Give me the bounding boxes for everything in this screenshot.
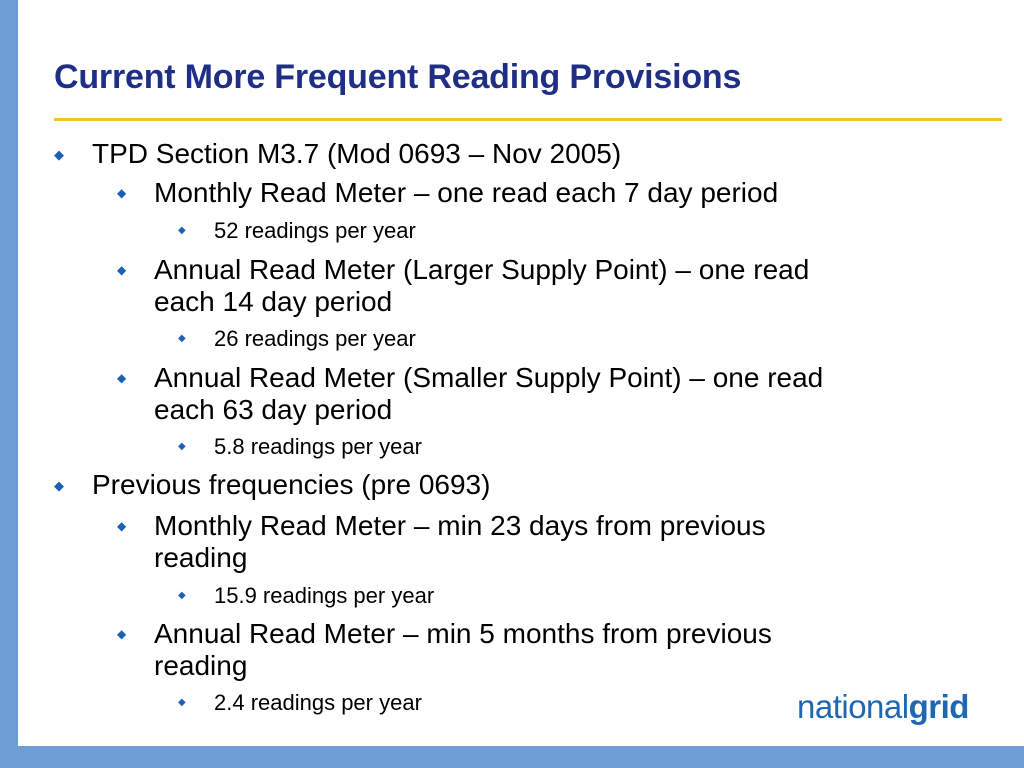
diamond-bullet-icon: ◆ (178, 225, 186, 236)
diamond-bullet-icon: ◆ (54, 147, 64, 162)
list-item: ◆ Previous frequencies (pre 0693) (54, 469, 491, 501)
list-item-text: Monthly Read Meter – one read each 7 day… (154, 177, 779, 208)
bullet-list: ◆ TPD Section M3.7 (Mod 0693 – Nov 2005)… (54, 138, 824, 716)
diamond-bullet-icon: ◆ (117, 627, 127, 641)
diamond-bullet-icon: ◆ (54, 478, 64, 493)
list-item: ◆ 5.8 readings per year (178, 434, 422, 460)
list-item-text: 2.4 readings per year (214, 690, 422, 715)
list-item: ◆ Annual Read Meter – min 5 months from … (117, 618, 772, 682)
list-item: ◆ TPD Section M3.7 (Mod 0693 – Nov 2005) (54, 138, 622, 170)
list-item: ◆ 26 readings per year (178, 326, 416, 352)
list-item-text: 15.9 readings per year (214, 583, 435, 608)
title-divider (54, 118, 1002, 121)
diamond-bullet-icon: ◆ (117, 263, 127, 277)
list-item-text: Previous frequencies (pre 0693) (92, 469, 491, 500)
diamond-bullet-icon: ◆ (117, 371, 127, 385)
list-item: ◆ Annual Read Meter (Larger Supply Point… (117, 254, 810, 318)
list-item: ◆ Annual Read Meter (Smaller Supply Poin… (117, 362, 824, 426)
list-item-text: Annual Read Meter (Smaller Supply Point)… (154, 362, 824, 393)
list-item-text: 26 readings per year (214, 326, 416, 351)
left-frame-bar (0, 0, 18, 768)
diamond-bullet-icon: ◆ (117, 519, 127, 533)
logo-text-national: national (797, 688, 909, 725)
list-item: ◆ Monthly Read Meter – one read each 7 d… (117, 177, 779, 209)
bottom-frame-bar (0, 746, 1024, 768)
list-item: ◆ 2.4 readings per year (178, 690, 422, 716)
list-item-text: Annual Read Meter (Larger Supply Point) … (154, 254, 810, 285)
diamond-bullet-icon: ◆ (178, 590, 186, 601)
diamond-bullet-icon: ◆ (178, 441, 186, 452)
list-item: ◆ Monthly Read Meter – min 23 days from … (117, 510, 766, 574)
national-grid-logo: nationalgrid (797, 688, 969, 726)
slide-title: Current More Frequent Reading Provisions (54, 58, 742, 96)
diamond-bullet-icon: ◆ (117, 186, 127, 200)
list-item-text: each 14 day period (154, 286, 393, 317)
list-item-text: each 63 day period (154, 394, 393, 425)
list-item-text: reading (154, 542, 248, 573)
logo-text-grid: grid (908, 688, 970, 725)
list-item: ◆ 15.9 readings per year (178, 583, 435, 609)
diamond-bullet-icon: ◆ (178, 697, 186, 708)
list-item-text: reading (154, 650, 248, 681)
list-item-text: Annual Read Meter – min 5 months from pr… (154, 618, 772, 649)
list-item-text: Monthly Read Meter – min 23 days from pr… (154, 510, 766, 541)
list-item-text: TPD Section M3.7 (Mod 0693 – Nov 2005) (92, 138, 622, 169)
list-item-text: 52 readings per year (214, 218, 416, 243)
list-item-text: 5.8 readings per year (214, 434, 422, 459)
list-item: ◆ 52 readings per year (178, 218, 416, 244)
diamond-bullet-icon: ◆ (178, 333, 186, 344)
